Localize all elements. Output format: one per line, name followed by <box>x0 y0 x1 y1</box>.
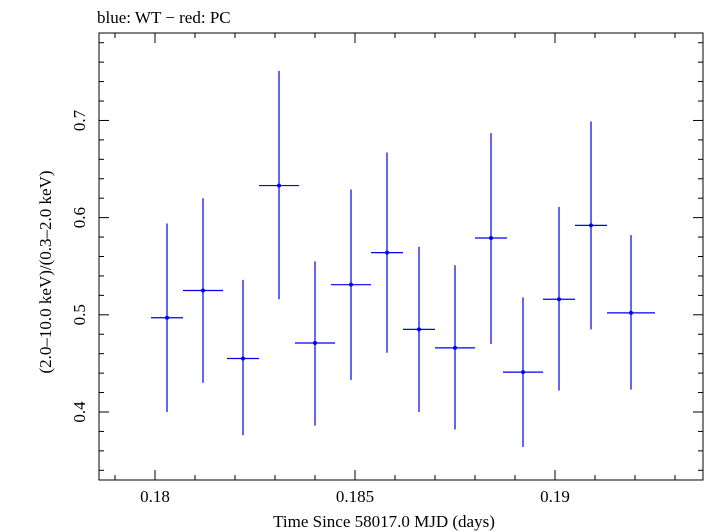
point-marker <box>589 223 593 228</box>
data-point <box>259 70 299 300</box>
data-point <box>295 261 335 426</box>
point-marker <box>165 315 169 320</box>
point-marker <box>349 282 353 287</box>
point-marker <box>489 236 493 241</box>
x-tick-label: 0.19 <box>540 487 570 506</box>
y-tick-label: 0.7 <box>70 109 89 131</box>
data-point <box>575 121 607 330</box>
point-marker <box>521 370 525 375</box>
y-tick-label: 0.5 <box>70 304 89 325</box>
point-marker <box>453 345 457 350</box>
data-point <box>543 206 575 391</box>
data-point <box>403 246 435 412</box>
tick-labels: 0.18 0.185 0.19 0.4 0.5 0.6 0.7 <box>70 109 570 506</box>
data-point <box>475 133 507 344</box>
data-point <box>331 189 371 380</box>
x-tick-label: 0.185 <box>336 487 374 506</box>
data-point <box>435 265 475 430</box>
data-point <box>503 297 543 447</box>
point-marker <box>313 340 317 345</box>
data-point <box>227 279 259 436</box>
y-tick-label: 0.4 <box>70 401 89 423</box>
point-marker <box>277 183 281 188</box>
y-axis-label: (2.0–10.0 keV)/(0.3–2.0 keV) <box>36 170 55 373</box>
data-point <box>183 198 223 383</box>
data-point <box>607 235 655 390</box>
point-marker <box>201 288 205 293</box>
point-marker <box>629 310 633 315</box>
point-marker <box>417 327 421 332</box>
point-marker <box>385 250 389 255</box>
x-tick-label: 0.18 <box>140 487 170 506</box>
data-point <box>371 152 403 353</box>
plot-frame <box>98 32 704 481</box>
axis-ticks <box>99 33 703 480</box>
chart-title: blue: WT − red: PC <box>97 8 231 27</box>
y-tick-label: 0.6 <box>70 207 89 228</box>
axes <box>98 32 704 481</box>
point-marker <box>557 297 561 302</box>
data-points <box>151 70 655 447</box>
x-axis-label: Time Since 58017.0 MJD (days) <box>273 512 495 531</box>
point-marker <box>241 356 245 361</box>
data-point <box>151 223 183 412</box>
